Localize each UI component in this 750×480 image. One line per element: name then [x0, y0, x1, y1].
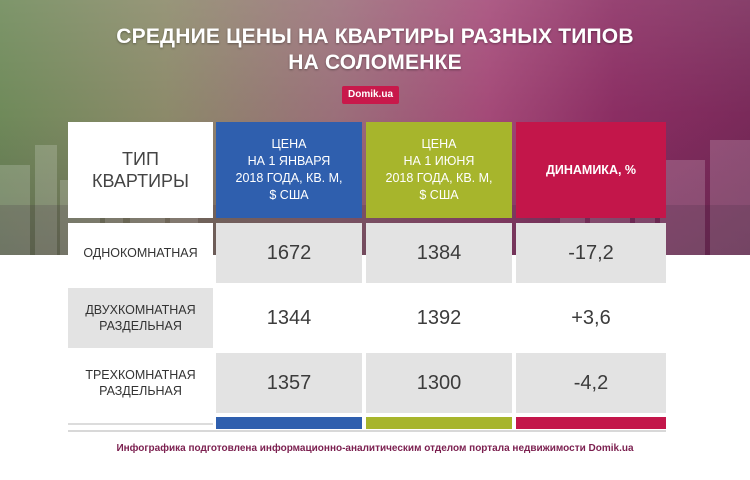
cell-jun-row-1: 1384 [366, 223, 512, 283]
header-jan-line: ЦЕНА [271, 137, 307, 151]
column-dynamics: ДИНАМИКА, % -17,2 +3,6 -4,2 [516, 122, 666, 429]
cell-jan-row-2: 1344 [216, 288, 362, 348]
cell-dynamics-row-3: -4,2 [516, 353, 666, 413]
row-label-line: ТРЕХКОМНАТНАЯ [85, 368, 196, 382]
title-line-2: НА СОЛОМЕНКЕ [288, 51, 462, 74]
table-bottom-divider [68, 430, 666, 432]
footer-credit: Инфографика подготовлена информационно-а… [116, 443, 634, 454]
column-apartment-type: ТИП КВАРТИРЫ ОДНОКОМНАТНАЯ ДВУХКОМНАТНАЯ… [68, 122, 213, 425]
header-price-january: ЦЕНА НА 1 ЯНВАРЯ 2018 ГОДА, КВ. М, $ США [216, 122, 362, 218]
cell-jan-row-1: 1672 [216, 223, 362, 283]
header-dynamics: ДИНАМИКА, % [516, 122, 666, 218]
column-bottom-strip [366, 417, 512, 429]
row-label-2: ДВУХКОМНАТНАЯ РАЗДЕЛЬНАЯ [68, 288, 213, 348]
column-bottom-strip [216, 417, 362, 429]
header-jun-line: ЦЕНА [421, 137, 457, 151]
row-label-1: ОДНОКОМНАТНАЯ [68, 223, 213, 283]
row-label-line: ОДНОКОМНАТНАЯ [83, 246, 198, 260]
header-jun-line: $ США [419, 188, 459, 202]
header-apartment-type: ТИП КВАРТИРЫ [68, 122, 213, 218]
column-price-january: ЦЕНА НА 1 ЯНВАРЯ 2018 ГОДА, КВ. М, $ США… [216, 122, 362, 429]
header-jan-line: НА 1 ЯНВАРЯ [247, 154, 331, 168]
row-label-line: РАЗДЕЛЬНАЯ [99, 384, 182, 398]
cell-dynamics-row-2: +3,6 [516, 288, 666, 348]
header-jun-line: 2018 ГОДА, КВ. М, [385, 171, 493, 185]
cell-jan-row-3: 1357 [216, 353, 362, 413]
header-jan-line: 2018 ГОДА, КВ. М, [235, 171, 343, 185]
row-label-3: ТРЕХКОМНАТНАЯ РАЗДЕЛЬНАЯ [68, 353, 213, 413]
cell-jun-row-2: 1392 [366, 288, 512, 348]
header-type-line: ТИП [122, 149, 159, 169]
title-line-1: СРЕДНИЕ ЦЕНЫ НА КВАРТИРЫ РАЗНЫХ ТИПОВ [116, 25, 634, 48]
column-bottom-strip [516, 417, 666, 429]
source-badge: Domik.ua [342, 86, 400, 104]
column-price-june: ЦЕНА НА 1 ИЮНЯ 2018 ГОДА, КВ. М, $ США 1… [366, 122, 512, 429]
row-label-line: РАЗДЕЛЬНАЯ [99, 319, 182, 333]
row-label-line: ДВУХКОМНАТНАЯ [85, 303, 196, 317]
cell-jun-row-3: 1300 [366, 353, 512, 413]
header-price-june: ЦЕНА НА 1 ИЮНЯ 2018 ГОДА, КВ. М, $ США [366, 122, 512, 218]
header-jun-line: НА 1 ИЮНЯ [403, 154, 475, 168]
cell-dynamics-row-1: -17,2 [516, 223, 666, 283]
column-bottom-strip [68, 417, 213, 425]
page-title: СРЕДНИЕ ЦЕНЫ НА КВАРТИРЫ РАЗНЫХ ТИПОВ НА… [0, 24, 750, 76]
header-type-line: КВАРТИРЫ [92, 171, 189, 191]
header-jan-line: $ США [269, 188, 309, 202]
